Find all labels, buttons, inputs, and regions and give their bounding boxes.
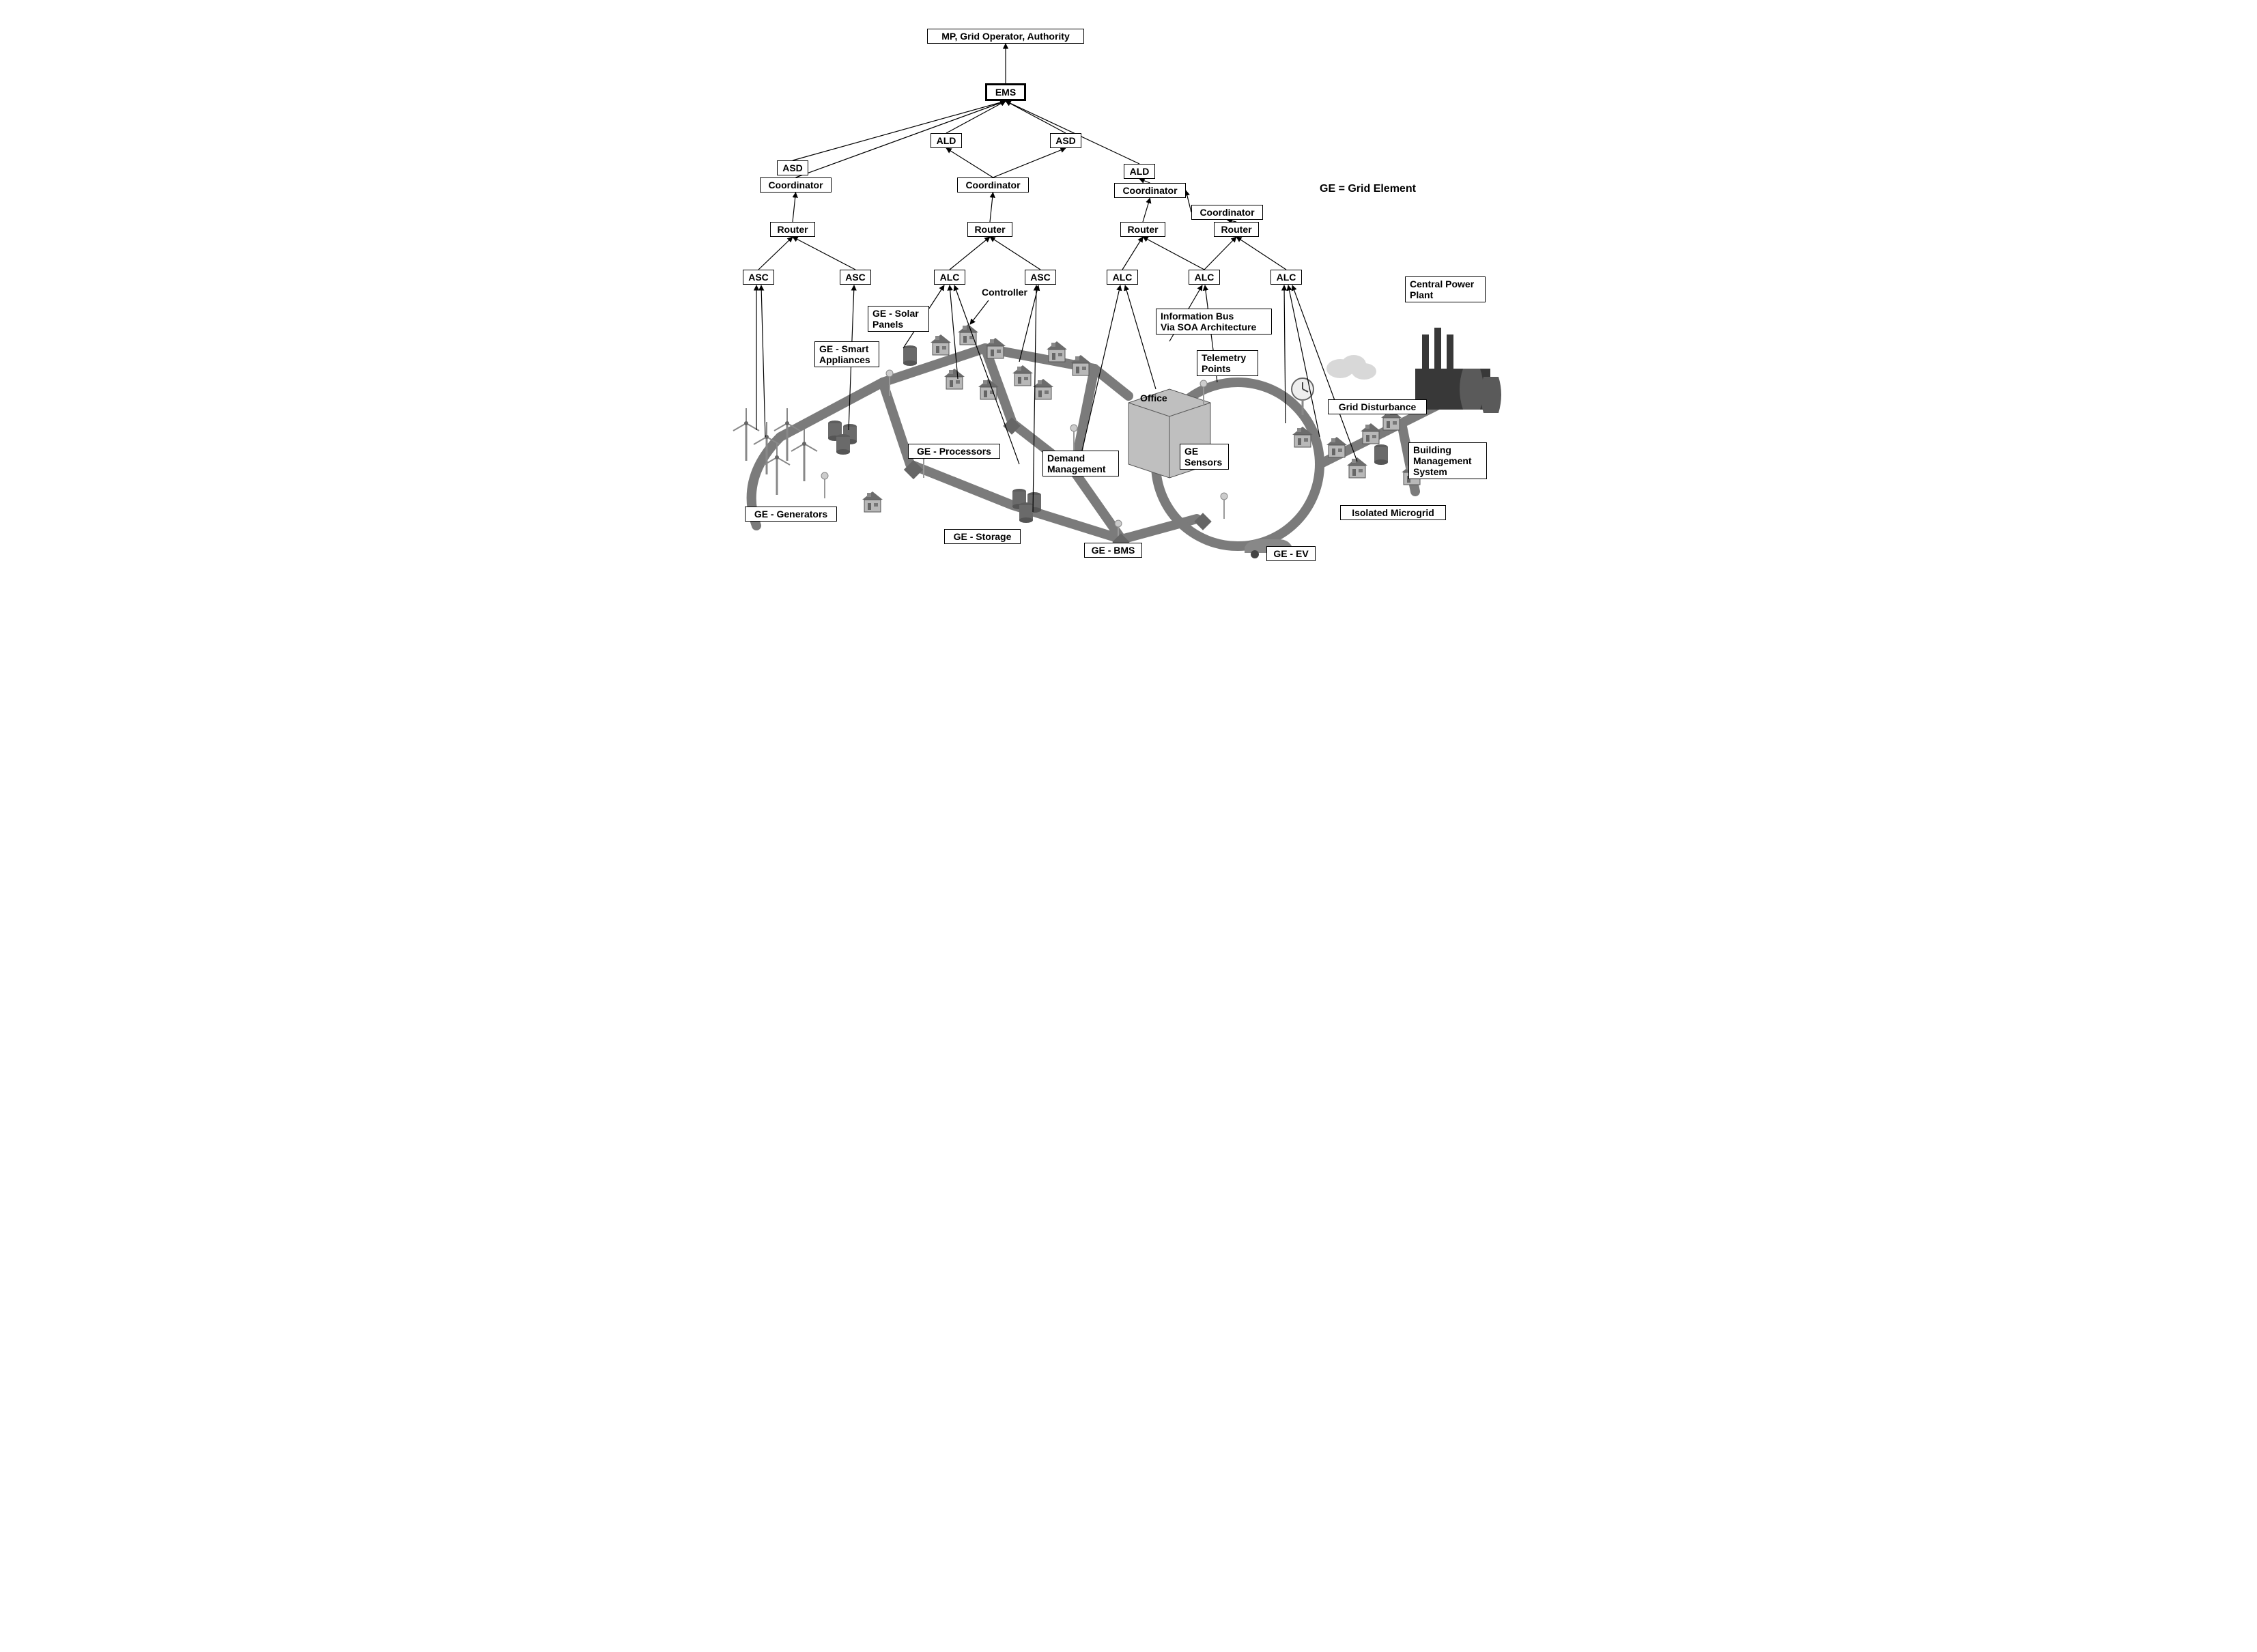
node-router2: Router [967,222,1012,237]
node-isogrid: Isolated Microgrid [1340,505,1446,520]
node-asc2: ASC [840,270,871,285]
node-coord2: Coordinator [957,177,1029,193]
node-mp: MP, Grid Operator, Authority [927,29,1084,44]
node-ge_ev: GE - EV [1266,546,1316,561]
node-ems: EMS [985,83,1026,101]
node-ge_proc: GE - Processors [908,444,1000,459]
node-ge_gen: GE - Generators [745,507,837,522]
node-asc3: ASC [1025,270,1056,285]
wind-farm [733,408,817,495]
diagram-canvas: MP, Grid Operator, Authority EMS ALD ASD ASD… [692,0,1565,640]
node-demand: DemandManagement [1042,451,1119,476]
houses [862,324,1422,512]
node-coord4: Coordinator [1191,205,1263,220]
node-router4: Router [1214,222,1259,237]
node-telemetry: TelemetryPoints [1197,350,1258,376]
node-ge_smart: GE - SmartAppliances [814,341,879,367]
node-alc2: ALC [1107,270,1138,285]
node-bms_sys: BuildingManagementSystem [1408,442,1487,479]
node-ge_solar: GE - SolarPanels [868,306,929,332]
node-ge_store: GE - Storage [944,529,1021,544]
node-asd1: ASD [777,160,808,175]
gauge-icon [1292,378,1314,415]
legend-text: GE = Grid Element [1320,183,1416,195]
node-ald1: ALD [931,133,962,148]
node-grid_dist: Grid Disturbance [1328,399,1427,414]
node-alc1: ALC [934,270,965,285]
node-ald2: ALD [1124,164,1155,179]
node-router1: Router [770,222,815,237]
tanks [828,345,1388,523]
node-coord1: Coordinator [760,177,832,193]
cloud-icon [1326,355,1376,380]
node-central: Central PowerPlant [1405,276,1486,302]
node-ge_bms: GE - BMS [1084,543,1142,558]
node-coord3: Coordinator [1114,183,1186,198]
node-router3: Router [1120,222,1165,237]
node-office: Office [1140,393,1167,403]
node-alc3: ALC [1189,270,1220,285]
node-asd2: ASD [1050,133,1081,148]
node-alc4: ALC [1271,270,1302,285]
node-info_bus: Information BusVia SOA Architecture [1156,309,1272,334]
power-plant [1415,328,1501,413]
node-ge_sens: GESensors [1180,444,1229,470]
node-asc1: ASC [743,270,774,285]
node-controller: Controller [982,287,1027,298]
